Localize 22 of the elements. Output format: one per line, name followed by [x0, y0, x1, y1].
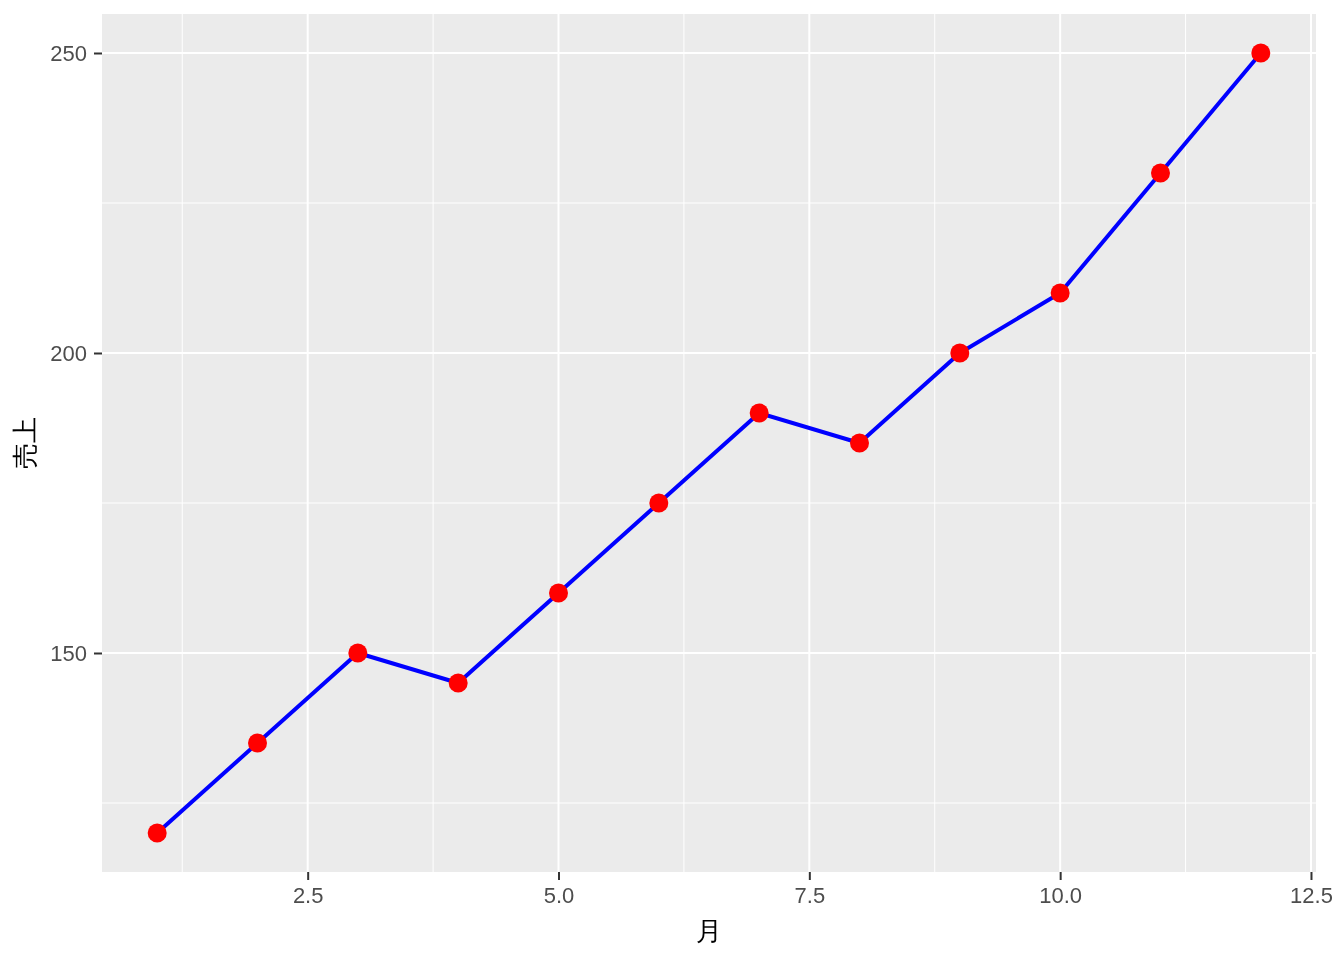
point — [348, 643, 368, 663]
x-tick-label: 5.0 — [543, 882, 575, 908]
point — [448, 673, 468, 693]
point — [850, 433, 869, 453]
x-tick-label: 2.5 — [292, 882, 324, 908]
x-tick-label: 10.0 — [1039, 882, 1083, 908]
x-axis-title: 月 — [696, 916, 722, 946]
y-tick-label: 150 — [50, 640, 87, 666]
point — [1150, 163, 1170, 183]
point — [1050, 283, 1070, 303]
x-tick-label: 7.5 — [794, 882, 826, 908]
point — [549, 583, 568, 603]
point — [749, 403, 769, 423]
point — [147, 823, 167, 843]
point — [1251, 43, 1271, 63]
point — [950, 343, 970, 363]
point — [248, 733, 268, 753]
y-tick-label: 200 — [50, 340, 87, 366]
y-tick-label: 250 — [50, 40, 87, 66]
y-axis-title: 売上 — [10, 417, 40, 469]
x-tick-label: 12.5 — [1290, 882, 1333, 908]
point — [649, 493, 669, 513]
